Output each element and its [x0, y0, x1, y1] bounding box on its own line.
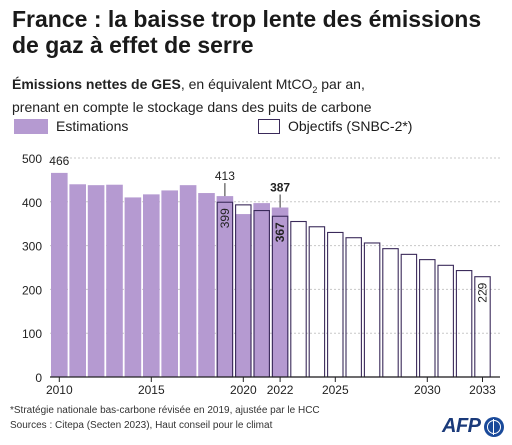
bar-objective — [437, 264, 454, 378]
y-tick-label: 300 — [22, 240, 42, 254]
bar-estimation — [106, 184, 123, 377]
x-tick-label: 2025 — [322, 383, 349, 397]
data-label-estimation: 413 — [215, 169, 235, 183]
y-tick-label: 200 — [22, 283, 42, 297]
sources: Sources : Citepa (Secten 2023), Haut con… — [10, 420, 273, 431]
x-tick-label: 2033 — [469, 383, 496, 397]
bar-objective — [345, 237, 362, 378]
subtitle-bold: Émissions nettes de GES — [12, 76, 181, 92]
legend-objectives-swatch — [258, 118, 280, 134]
bar-estimation — [87, 185, 105, 377]
afp-logo: AFP — [442, 415, 504, 438]
bar-estimation — [69, 184, 86, 377]
x-tick-label: 2010 — [46, 383, 73, 397]
footer: *Stratégie nationale bas-carbone révisée… — [10, 403, 320, 433]
y-tick-label: 400 — [22, 196, 42, 210]
bar-estimation — [179, 185, 197, 377]
data-label-objective: 367 — [273, 222, 287, 242]
legend-estimations-swatch — [14, 118, 48, 134]
subtitle-unit-subscript: 2 — [312, 84, 318, 95]
legend-objectives: Objectifs (SNBC-2*) — [258, 117, 412, 135]
bar-objective — [363, 242, 381, 378]
chart-subtitle: Émissions nettes de GES, en équivalent M… — [12, 76, 502, 116]
x-tick-label: 2030 — [414, 383, 441, 397]
bar-estimation — [198, 193, 215, 377]
bar-estimation — [51, 172, 68, 377]
bar-estimation — [235, 214, 252, 377]
legend-objectives-label: Objectifs (SNBC-2*) — [288, 118, 413, 134]
data-label-estimation: 466 — [49, 154, 69, 168]
footnote: *Stratégie nationale bas-carbone révisée… — [10, 405, 320, 416]
bar-estimation — [253, 203, 270, 377]
bar-estimation — [161, 190, 178, 377]
bar-objective — [400, 253, 418, 378]
subtitle-line-2: prenant en compte le stockage dans des p… — [12, 98, 372, 115]
subtitle-per-year: par an, — [317, 76, 365, 92]
bar-estimation — [143, 194, 160, 377]
y-tick-label: 0 — [35, 371, 42, 385]
legend-estimations: Estimations — [14, 117, 128, 135]
data-label-objective: 399 — [218, 208, 232, 228]
data-label-objective: 229 — [476, 282, 490, 302]
x-tick-label: 2022 — [267, 383, 294, 397]
bar-objective — [290, 220, 307, 378]
globe-icon — [483, 416, 504, 437]
chart-title: France : la baisse trop lente des émissi… — [12, 6, 482, 58]
bar-objective — [419, 259, 436, 378]
bar-estimation — [124, 197, 142, 377]
x-tick-label: 2015 — [138, 383, 165, 397]
subtitle-unit: , en équivalent MtCO — [180, 76, 313, 92]
x-tick-label: 2020 — [230, 383, 257, 397]
bar-objective — [308, 226, 326, 378]
data-label-estimation: 387 — [270, 180, 290, 194]
afp-logo-text: AFP — [442, 415, 481, 437]
bar-estimation — [271, 207, 289, 377]
y-tick-label: 100 — [22, 327, 42, 341]
bar-objective — [382, 248, 399, 378]
bar-objective — [455, 270, 473, 378]
legend-estimations-label: Estimations — [56, 118, 129, 134]
bar-estimation — [216, 196, 234, 377]
y-tick-label: 500 — [22, 152, 42, 166]
bar-objective — [327, 231, 344, 378]
